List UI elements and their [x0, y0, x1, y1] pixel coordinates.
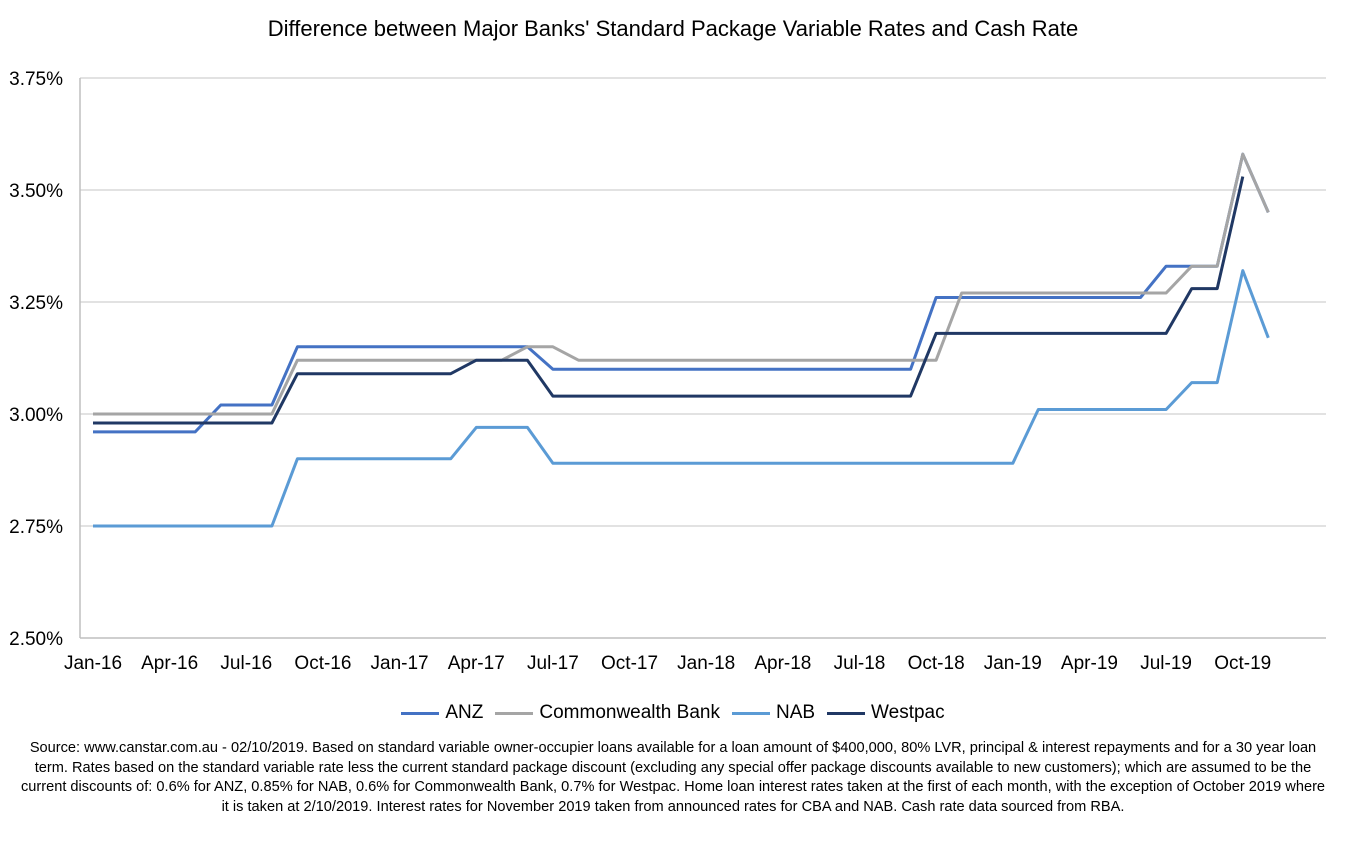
legend-label: ANZ [445, 702, 484, 723]
x-tick-label: Oct-19 [1214, 653, 1271, 674]
y-tick-label: 3.25% [9, 293, 63, 314]
grid-lines [80, 77, 1326, 527]
series-line-anz [93, 152, 1270, 434]
x-tick-label: Jul-16 [220, 653, 272, 674]
y-tick-label: 3.75% [9, 69, 63, 90]
y-tick-labels: 2.50% 2.75% 3.00% 3.25% 3.50% 3.75% [9, 69, 63, 650]
x-tick-label: Oct-18 [908, 653, 965, 674]
x-tick-label: Oct-17 [601, 653, 658, 674]
series-line-nab [93, 269, 1270, 528]
legend-swatch [731, 711, 770, 715]
x-tick-label: Jan-19 [984, 653, 1042, 674]
legend: ANZ Commonwealth Bank NAB Westpac [0, 702, 1346, 724]
x-tick-label: Jul-19 [1140, 653, 1192, 674]
y-tick-label: 2.75% [9, 517, 63, 538]
legend-item: Commonwealth Bank [495, 702, 720, 724]
legend-label: Westpac [871, 702, 945, 723]
x-tick-labels: Jan-16 Apr-16 Jul-16 Oct-16 Jan-17 Apr-17 Jul-… [64, 653, 1271, 674]
legend-label: Commonwealth Bank [539, 702, 720, 723]
legend-swatch [495, 711, 534, 715]
y-tick-label: 2.50% [9, 629, 63, 650]
x-tick-label: Jul-18 [834, 653, 886, 674]
x-tick-label: Jan-18 [677, 653, 735, 674]
legend-item: Westpac [827, 702, 945, 724]
series-line-westpac [93, 176, 1245, 425]
line-chart: 2.50% 2.75% 3.00% 3.25% 3.50% 3.75% Jan-16 Apr… [9, 69, 1326, 674]
legend-swatch [827, 711, 866, 715]
x-tick-label: Jan-17 [371, 653, 429, 674]
y-tick-label: 3.50% [9, 181, 63, 202]
x-tick-label: Apr-16 [141, 653, 198, 674]
legend-item: NAB [731, 702, 816, 724]
axes [79, 78, 1326, 639]
legend-label: NAB [775, 702, 816, 723]
x-tick-label: Apr-18 [754, 653, 811, 674]
x-tick-label: Jan-16 [64, 653, 122, 674]
series-lines [93, 152, 1270, 528]
x-tick-label: Jul-17 [527, 653, 579, 674]
chart-title: Difference between Major Banks' Standard… [267, 16, 1079, 41]
y-tick-label: 3.00% [9, 405, 63, 426]
source-footnote: Source: www.canstar.com.au - 02/10/2019.… [20, 740, 1326, 815]
legend-item: ANZ [401, 702, 483, 724]
x-tick-label: Apr-17 [448, 653, 505, 674]
x-tick-label: Apr-19 [1061, 653, 1118, 674]
series-line-commonwealth-bank [93, 152, 1270, 416]
x-tick-label: Oct-16 [294, 653, 351, 674]
legend-swatch [401, 711, 440, 715]
